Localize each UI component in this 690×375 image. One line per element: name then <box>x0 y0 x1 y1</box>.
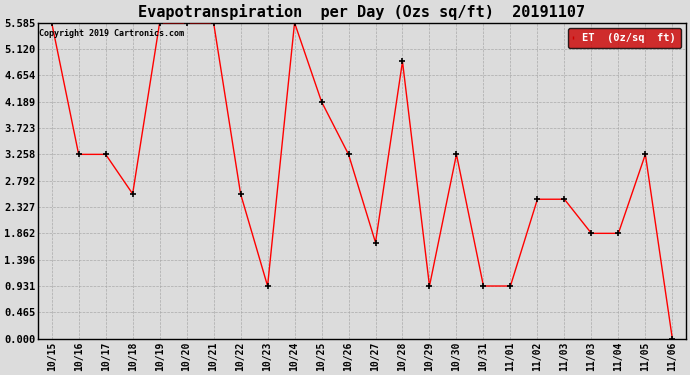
Text: Copyright 2019 Cartronics.com: Copyright 2019 Cartronics.com <box>39 29 184 38</box>
Title: Evapotranspiration  per Day (Ozs sq/ft)  20191107: Evapotranspiration per Day (Ozs sq/ft) 2… <box>139 4 586 20</box>
Legend: ET  (0z/sq  ft): ET (0z/sq ft) <box>568 28 680 48</box>
